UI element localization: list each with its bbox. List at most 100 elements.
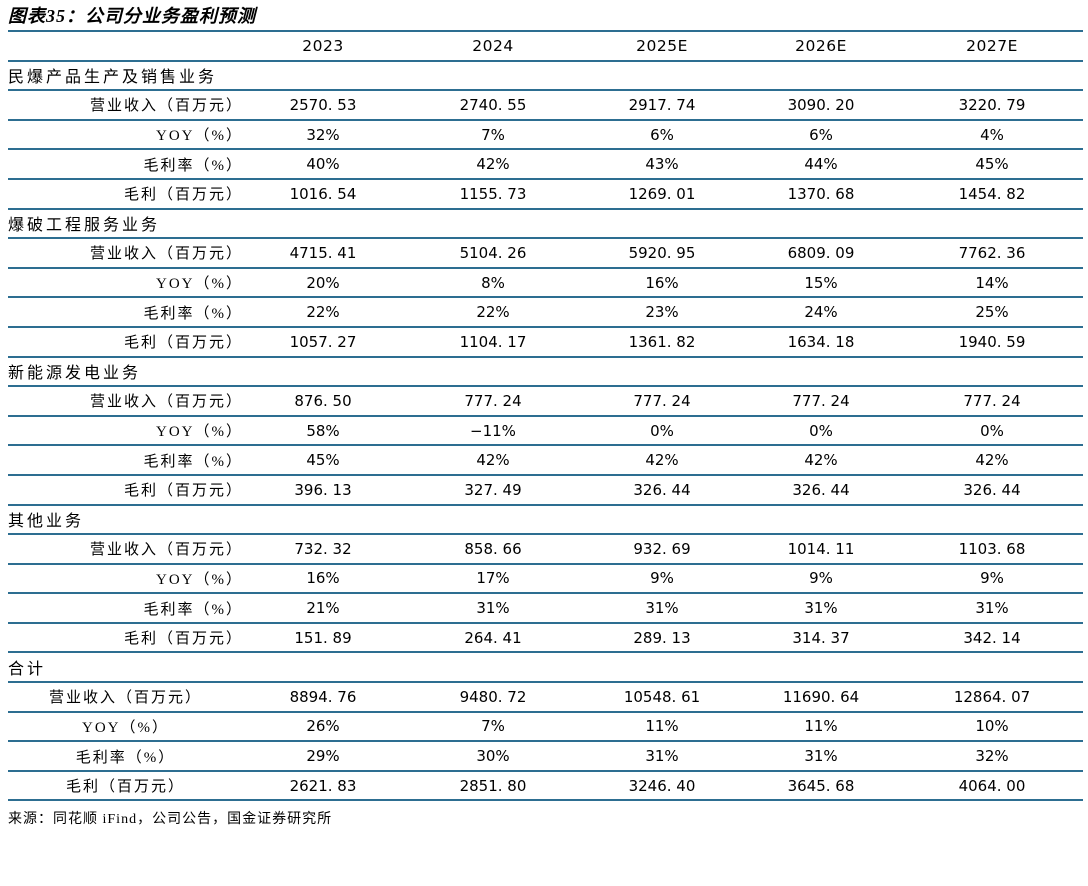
data-row: 毛利率（%） 21% 31% 31% 31% 31%	[8, 592, 1083, 623]
cell-value: 17%	[403, 562, 583, 594]
cell-value: 7762. 36	[901, 237, 1083, 268]
cell-value: 0%	[583, 414, 741, 446]
cell-value: 4064. 00	[901, 769, 1083, 802]
cell-value: 342. 14	[901, 621, 1083, 653]
figure-title: 图表35：公司分业务盈利预测	[8, 6, 256, 26]
data-row: YOY（%） 20% 8% 16% 15% 14%	[8, 266, 1083, 298]
row-label: YOY（%）	[8, 562, 243, 594]
row-label: YOY（%）	[8, 710, 243, 742]
cell-value: 11%	[583, 710, 741, 742]
cell-value: 23%	[583, 296, 741, 327]
data-row: YOY（%） 26% 7% 11% 11% 10%	[8, 710, 1083, 742]
cell-value: 1370. 68	[741, 177, 901, 209]
cell-value: 932. 69	[583, 533, 741, 564]
cell-value: 31%	[583, 592, 741, 623]
data-row: 毛利率（%） 22% 22% 23% 24% 25%	[8, 296, 1083, 327]
row-label: 毛利率（%）	[8, 296, 243, 327]
cell-value: 15%	[741, 266, 901, 298]
year-header-2023: 2023	[243, 30, 403, 61]
cell-value: 2570. 53	[243, 89, 403, 120]
cell-value: 32%	[243, 118, 403, 150]
year-header-2026e: 2026E	[741, 30, 901, 61]
cell-value: 58%	[243, 414, 403, 446]
cell-value: 32%	[901, 740, 1083, 771]
cell-value: 6%	[583, 118, 741, 150]
cell-value: 264. 41	[403, 621, 583, 653]
cell-value: 10548. 61	[583, 681, 741, 712]
cell-value: 6809. 09	[741, 237, 901, 268]
cell-value: 42%	[901, 444, 1083, 475]
cell-value: 0%	[901, 414, 1083, 446]
row-label: 毛利（百万元）	[8, 769, 243, 802]
cell-value: 4%	[901, 118, 1083, 150]
cell-value: 876. 50	[243, 385, 403, 416]
cell-value: 2740. 55	[403, 89, 583, 120]
cell-value: 2851. 80	[403, 769, 583, 802]
cell-value: 1940. 59	[901, 325, 1083, 357]
data-row: 毛利（百万元） 151. 89 264. 41 289. 13 314. 37 342. …	[8, 621, 1083, 653]
row-label: 毛利率（%）	[8, 444, 243, 475]
data-row: 营业收入（百万元） 876. 50 777. 24 777. 24 777. 24 777…	[8, 385, 1083, 416]
cell-value: 1016. 54	[243, 177, 403, 209]
cell-value: 9%	[741, 562, 901, 594]
row-label: YOY（%）	[8, 414, 243, 446]
section-header: 爆破工程服务业务	[8, 207, 1083, 239]
cell-value: 327. 49	[403, 473, 583, 505]
cell-value: 16%	[583, 266, 741, 298]
cell-value: 777. 24	[583, 385, 741, 416]
cell-value: 1104. 17	[403, 325, 583, 357]
cell-value: 26%	[243, 710, 403, 742]
row-label: 毛利（百万元）	[8, 621, 243, 653]
row-label: 毛利（百万元）	[8, 473, 243, 505]
cell-value: 314. 37	[741, 621, 901, 653]
row-label: 营业收入（百万元）	[8, 385, 243, 416]
cell-value: 42%	[403, 444, 583, 475]
row-label: 营业收入（百万元）	[8, 533, 243, 564]
cell-value: 31%	[741, 592, 901, 623]
table-header: 2023 2024 2025E 2026E 2027E	[8, 30, 1083, 61]
row-label: 营业收入（百万元）	[8, 89, 243, 120]
cell-value: 2621. 83	[243, 769, 403, 802]
data-row: YOY（%） 16% 17% 9% 9% 9%	[8, 562, 1083, 594]
cell-value: 21%	[243, 592, 403, 623]
data-row: 营业收入（百万元） 4715. 41 5104. 26 5920. 95 6809. 0…	[8, 237, 1083, 268]
data-row: 营业收入（百万元） 8894. 76 9480. 72 10548. 61 11690.…	[8, 681, 1083, 712]
data-row: 毛利（百万元） 396. 13 327. 49 326. 44 326. 44 326. …	[8, 473, 1083, 505]
row-label: 毛利率（%）	[8, 148, 243, 179]
cell-value: 11%	[741, 710, 901, 742]
cell-value: 5920. 95	[583, 237, 741, 268]
section-header-row: 民爆产品生产及销售业务	[8, 59, 1083, 91]
cell-value: 9%	[901, 562, 1083, 594]
row-label: 营业收入（百万元）	[8, 237, 243, 268]
cell-value: 16%	[243, 562, 403, 594]
cell-value: 10%	[901, 710, 1083, 742]
cell-value: 7%	[403, 118, 583, 150]
cell-value: 6%	[741, 118, 901, 150]
row-label: 毛利（百万元）	[8, 177, 243, 209]
cell-value: 30%	[403, 740, 583, 771]
cell-value: 777. 24	[901, 385, 1083, 416]
cell-value: 44%	[741, 148, 901, 179]
cell-value: 1454. 82	[901, 177, 1083, 209]
cell-value: 24%	[741, 296, 901, 327]
row-label: 毛利率（%）	[8, 592, 243, 623]
data-row: 毛利率（%） 45% 42% 42% 42% 42%	[8, 444, 1083, 475]
cell-value: 1155. 73	[403, 177, 583, 209]
cell-value: 396. 13	[243, 473, 403, 505]
year-header-2025e: 2025E	[583, 30, 741, 61]
year-header-2024: 2024	[403, 30, 583, 61]
row-label: 毛利（百万元）	[8, 325, 243, 357]
cell-value: 31%	[403, 592, 583, 623]
cell-value: 20%	[243, 266, 403, 298]
cell-value: 11690. 64	[741, 681, 901, 712]
cell-value: 1057. 27	[243, 325, 403, 357]
section-header-row: 爆破工程服务业务	[8, 207, 1083, 239]
cell-value: 40%	[243, 148, 403, 179]
cell-value: 777. 24	[741, 385, 901, 416]
cell-value: 777. 24	[403, 385, 583, 416]
cell-value: 9480. 72	[403, 681, 583, 712]
cell-value: 1103. 68	[901, 533, 1083, 564]
data-row: 毛利率（%） 40% 42% 43% 44% 45%	[8, 148, 1083, 179]
data-row: 毛利率（%） 29% 30% 31% 31% 32%	[8, 740, 1083, 771]
cell-value: 43%	[583, 148, 741, 179]
